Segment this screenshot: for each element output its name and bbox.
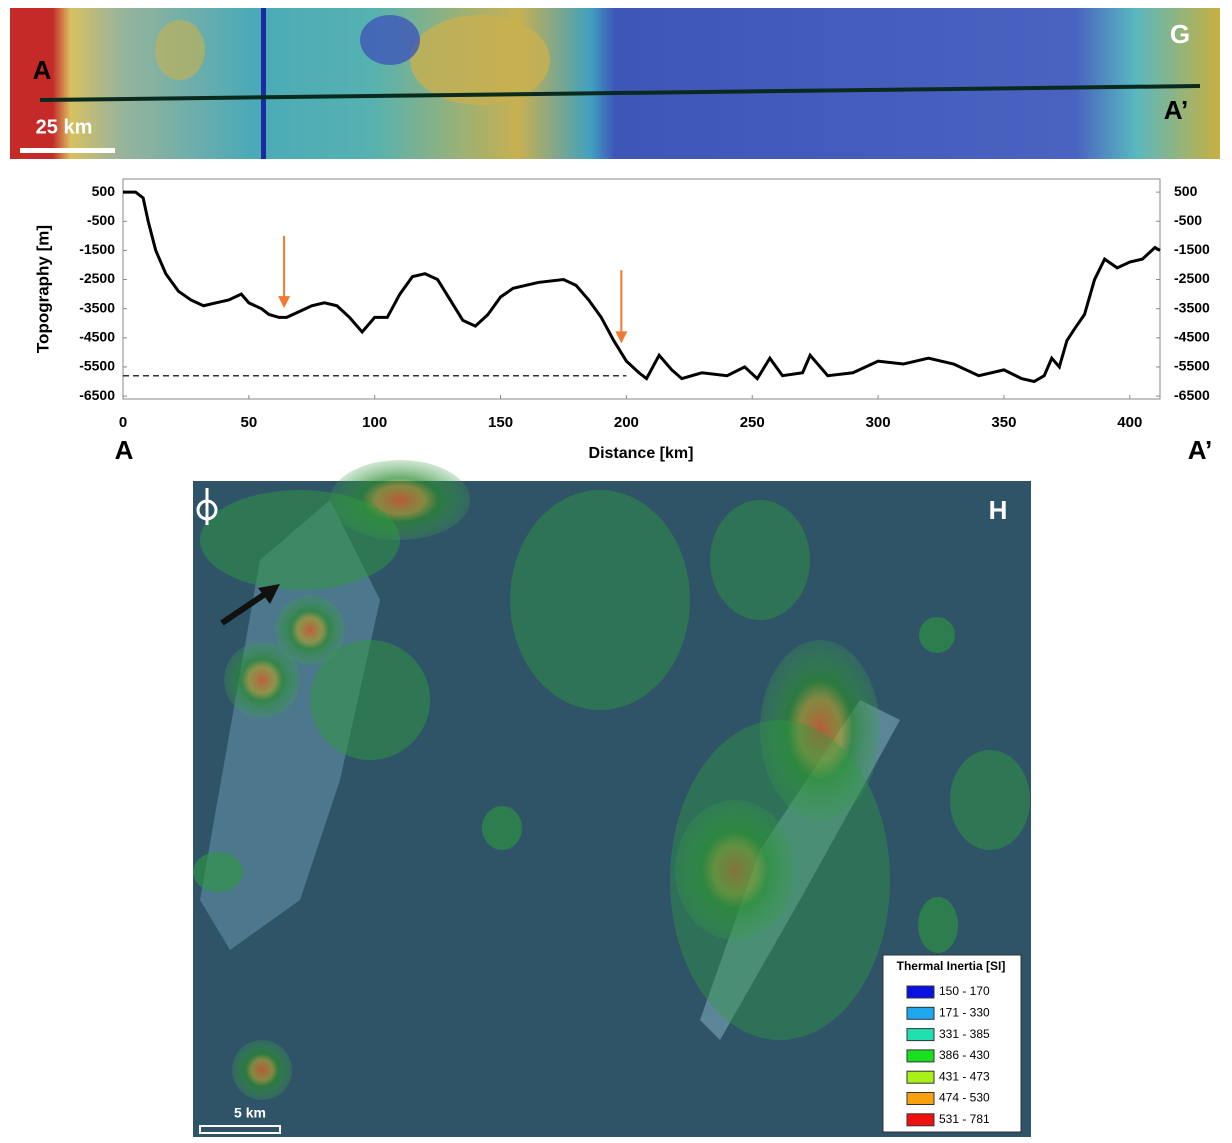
legend-swatch (906, 985, 935, 999)
profile-line (123, 190, 1161, 384)
legend-title: Thermal Inertia [SI] (897, 959, 1006, 973)
y-tick-label: -4500 (79, 329, 115, 345)
y-tick-label: -1500 (79, 241, 115, 257)
x-tick-label: 150 (488, 414, 513, 431)
y2-tick-label: -4500 (1174, 329, 1210, 345)
y2-tick-label: -5500 (1174, 358, 1210, 374)
panel-label: G (1170, 19, 1190, 49)
y-tick-label: -2500 (79, 270, 115, 286)
y-axis-label: Topography [m] (33, 225, 52, 353)
x-tick-label: 350 (991, 414, 1016, 431)
x-tick-label: 300 (866, 414, 891, 431)
y-tick-label: 500 (92, 183, 116, 199)
y2-tick-label: -3500 (1174, 299, 1210, 315)
legend-swatch (906, 1006, 935, 1020)
legend-swatch (906, 1028, 935, 1042)
scale-label: 25 km (36, 116, 93, 138)
profile-start: A (33, 55, 52, 85)
y2-tick-label: -2500 (1174, 270, 1210, 286)
y-tick-label: -3500 (79, 299, 115, 315)
x-axis-label: Distance [km] (589, 445, 694, 462)
profile-end: A’ (1188, 435, 1213, 465)
y2-tick-label: 500 (1174, 183, 1198, 199)
y-tick-label: -6500 (79, 387, 115, 403)
y2-tick-label: -1500 (1174, 241, 1210, 257)
y-tick-label: -5500 (79, 358, 115, 374)
y2-tick-label: -6500 (1174, 387, 1210, 403)
map-h (193, 460, 1031, 1137)
plot-frame (122, 178, 1161, 400)
x-tick-label: 0 (119, 414, 127, 431)
legend-label: 431 - 473 (939, 1069, 990, 1083)
y2-tick-label: -500 (1174, 212, 1202, 228)
y-tick-label: -500 (87, 212, 115, 228)
x-tick-label: 200 (614, 414, 639, 431)
legend-swatch (906, 1092, 935, 1105)
legend-swatch (906, 1049, 935, 1063)
profile-end: A’ (1164, 95, 1189, 125)
legend-label: 150 - 170 (939, 984, 990, 998)
x-tick-label: 250 (740, 414, 765, 431)
scale-label: 5 km (234, 1105, 266, 1121)
arrow-head (615, 331, 628, 344)
legend-label: 331 - 385 (939, 1027, 990, 1041)
legend-label: 171 - 330 (939, 1005, 990, 1019)
map-g (10, 8, 1220, 159)
legend-label: 474 - 530 (939, 1091, 990, 1105)
legend-label: 531 - 781 (939, 1112, 990, 1126)
legend-box (882, 954, 1022, 1133)
x-tick-label: 50 (241, 414, 258, 431)
panel-label: H (989, 495, 1008, 525)
profile-start: A (115, 435, 134, 465)
legend-label: 386 - 430 (939, 1048, 990, 1062)
x-tick-label: 100 (362, 414, 387, 431)
x-tick-label: 400 (1117, 414, 1142, 431)
arrow-head (278, 296, 291, 309)
legend-swatch (906, 1070, 935, 1084)
legend-swatch (906, 1113, 935, 1127)
